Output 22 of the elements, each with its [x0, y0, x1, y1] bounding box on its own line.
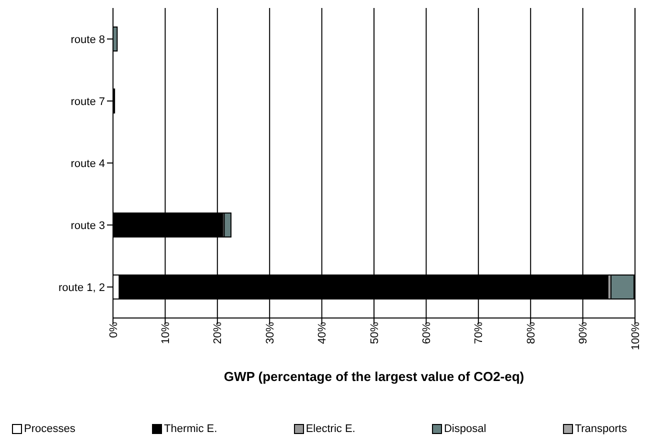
x-tick-label: 60% — [421, 322, 434, 344]
x-tick-label: 50% — [368, 322, 381, 344]
y-tick-label: route 3 — [70, 220, 105, 232]
y-tick-label: route 8 — [70, 34, 105, 46]
y-tick-label: route 1, 2 — [58, 282, 105, 294]
x-tick-label: 100% — [630, 322, 642, 350]
x-tick-label: 30% — [264, 322, 276, 344]
x-tick-label: 20% — [212, 322, 224, 344]
x-tick-label: 40% — [316, 322, 329, 344]
legend-label: Electric E. — [304, 423, 356, 435]
legend-label: Processes — [23, 423, 76, 435]
legend-label: Thermic E. — [163, 423, 218, 435]
x-tick-label: 70% — [473, 322, 486, 344]
legend-label: Transports — [574, 423, 627, 435]
y-tick-label: route 4 — [70, 158, 105, 170]
x-tick-label: 0% — [108, 322, 120, 338]
legend-label: Disposal — [442, 423, 486, 435]
x-axis-title: GWP (percentage of the largest value of CO2-eq) — [224, 369, 524, 384]
x-tick-label: 90% — [578, 322, 590, 344]
x-tick-label: 10% — [160, 322, 172, 344]
y-tick-label: route 7 — [70, 96, 105, 108]
x-tick-label: 80% — [525, 322, 538, 344]
